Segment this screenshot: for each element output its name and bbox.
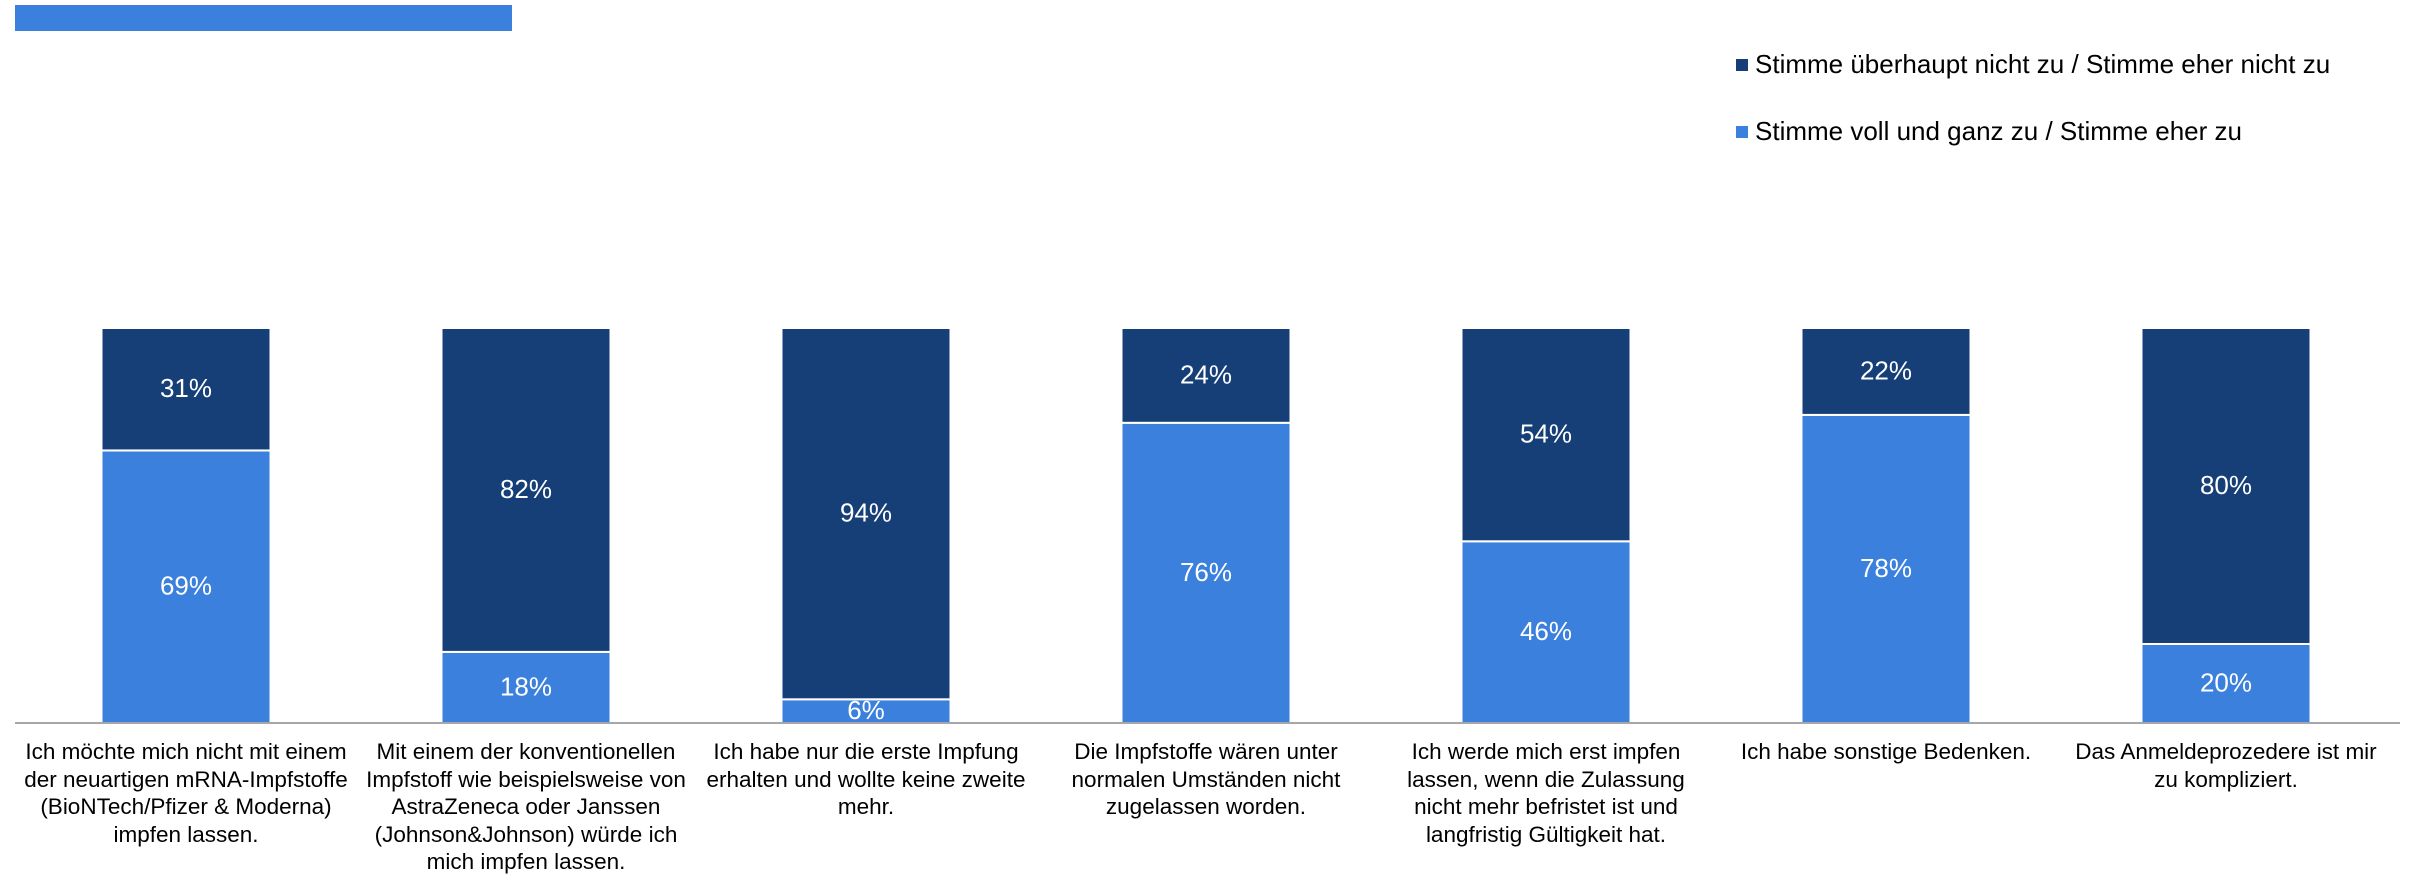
value-label: 82%: [500, 474, 552, 504]
value-label: 46%: [1520, 616, 1572, 646]
value-label: 80%: [2200, 470, 2252, 500]
value-label: 78%: [1860, 553, 1912, 583]
header-bar: [15, 5, 512, 31]
value-label: 20%: [2200, 667, 2252, 697]
value-label: 24%: [1180, 359, 1232, 389]
bar-segment: [1460, 540, 1632, 724]
legend-swatch: [1736, 126, 1748, 138]
value-label: 31%: [160, 373, 212, 403]
bar-segment: [1800, 327, 1972, 416]
bar-segment: [1460, 327, 1632, 543]
value-label: 22%: [1860, 355, 1912, 385]
category-label: Die Impfstoffe wären unter normalen Umst…: [1071, 739, 1341, 819]
category-label: Ich werde mich erst impfen lassen, wenn …: [1407, 739, 1685, 847]
category-label: Mit einem der konventionellen Impfstoff …: [366, 739, 686, 874]
bar-segment: [1800, 413, 1972, 724]
category-label: Ich habe nur die erste Impfung erhalten …: [706, 739, 1026, 819]
bar-segment: [2140, 327, 2312, 645]
legend-swatch: [1736, 59, 1748, 71]
legend-label: Stimme überhaupt nicht zu / Stimme eher …: [1755, 49, 2330, 79]
bar-segment: [1120, 327, 1292, 424]
value-label: 18%: [500, 671, 552, 701]
value-label: 69%: [160, 571, 212, 601]
bar-segment: [440, 327, 612, 653]
category-label: Das Anmeldeprozedere ist mir zu komplizi…: [2075, 739, 2377, 792]
value-label: 54%: [1520, 419, 1572, 449]
bar-segment: [100, 449, 272, 724]
legend-label: Stimme voll und ganz zu / Stimme eher zu: [1755, 116, 2242, 146]
value-label: 94%: [840, 498, 892, 528]
bar-segment: [780, 327, 952, 701]
value-label: 76%: [1180, 557, 1232, 587]
bar-segment: [100, 327, 272, 452]
category-label: Ich habe sonstige Bedenken.: [1740, 739, 2032, 764]
bar-segment: [1120, 421, 1292, 724]
category-label: Ich möchte mich nicht mit einem der neua…: [24, 739, 348, 847]
